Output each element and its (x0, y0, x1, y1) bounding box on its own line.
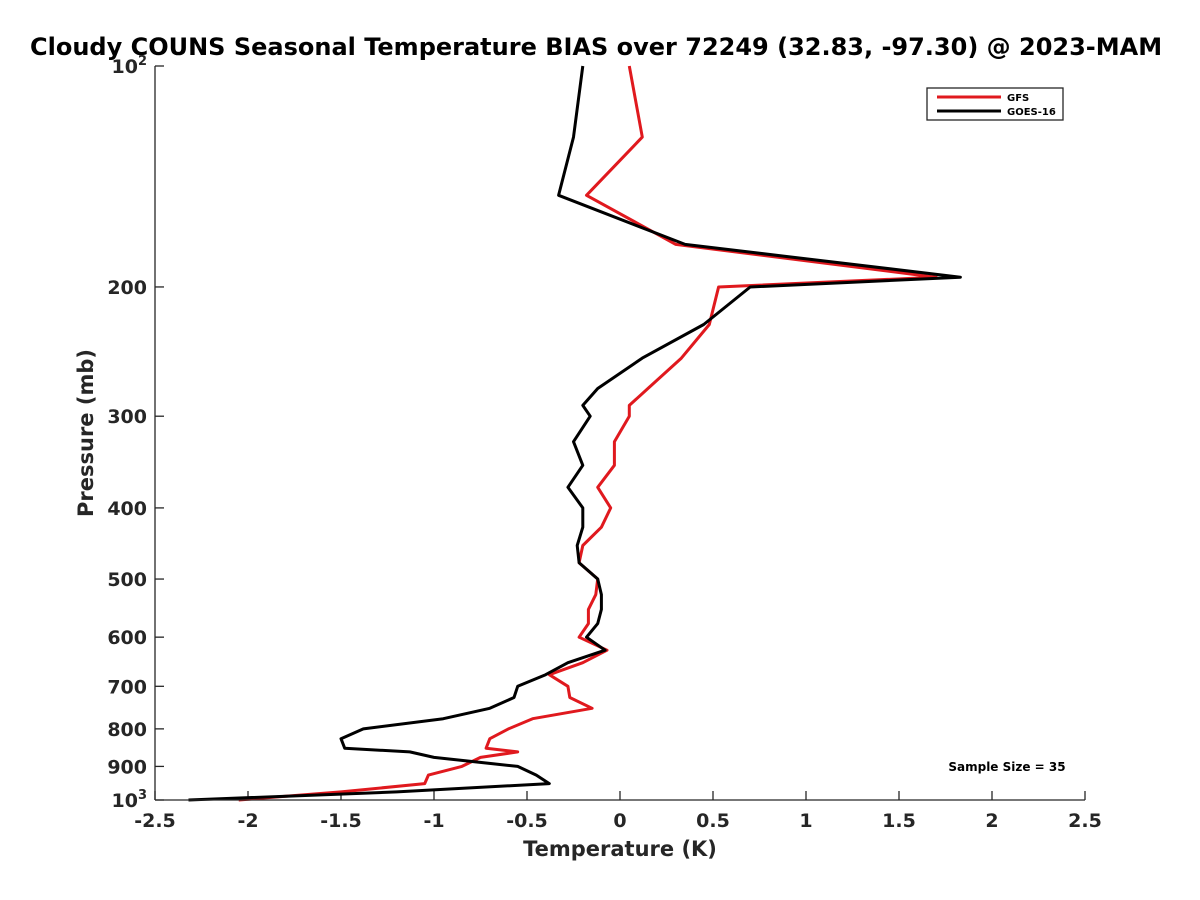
x-tick-label: -1 (423, 810, 444, 832)
x-tick-label: -1.5 (320, 810, 362, 832)
y-axis-label: Pressure (mb) (74, 349, 98, 517)
series-layer (188, 65, 962, 802)
legend-label-goes-16: GOES-16 (1007, 107, 1056, 118)
series-line-gfs (238, 65, 938, 802)
y-tick-label: 700 (107, 676, 147, 698)
legend: GFS GOES-16 (926, 87, 1064, 121)
x-tick-label: 0 (613, 810, 626, 832)
x-tick-label: 1 (799, 810, 812, 832)
x-tick-label: -2 (237, 810, 258, 832)
y-tick-label: 800 (107, 719, 147, 741)
axis-ticks: -2.5 -2 -1.5 -1 -0.5 0 0.5 1 1.5 2 2.5 102 200 300 400… (107, 54, 1102, 832)
chart-title: Cloudy COUNS Seasonal Temperature BIAS o… (30, 33, 1162, 61)
sample-size-annotation: Sample Size = 35 (948, 760, 1065, 774)
y-tick-label: 102 (112, 54, 148, 78)
x-tick-label: 1.5 (882, 810, 916, 832)
legend-box (926, 87, 1064, 121)
y-tick-label: 600 (107, 627, 147, 649)
y-tick-label: 900 (107, 756, 147, 778)
y-tick-label: 103 (112, 788, 148, 812)
x-tick-label: -2.5 (134, 810, 176, 832)
legend-label-gfs: GFS (1007, 93, 1029, 104)
y-tick-label: 200 (107, 277, 147, 299)
x-axis-label: Temperature (K) (523, 837, 717, 861)
y-tick-label: 300 (107, 406, 147, 428)
y-tick-label: 400 (107, 498, 147, 520)
series-line-goes-16 (188, 65, 962, 802)
x-tick-label: 0.5 (696, 810, 730, 832)
x-tick-label: 2.5 (1068, 810, 1102, 832)
x-tick-label: -0.5 (506, 810, 548, 832)
y-tick-label: 500 (107, 569, 147, 591)
x-tick-label: 2 (985, 810, 998, 832)
